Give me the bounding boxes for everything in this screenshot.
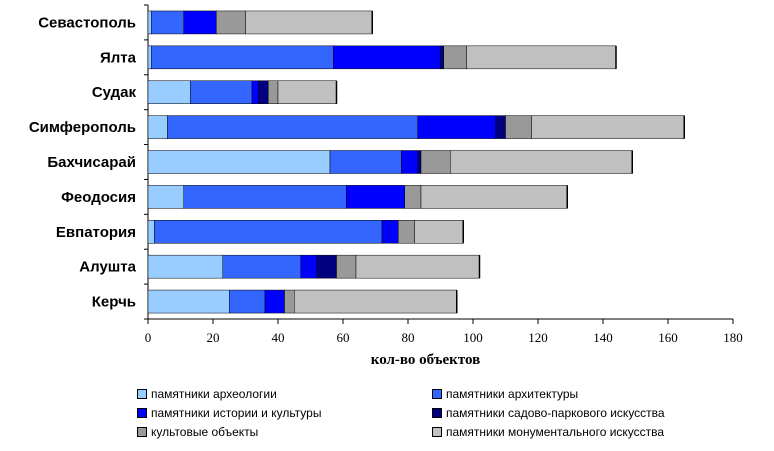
bar-segment: [147, 150, 331, 174]
legend-label: памятники монументального искусства: [446, 425, 665, 439]
x-tick-label: 0: [145, 330, 152, 345]
bar-segment: [355, 254, 480, 279]
category-label: Феодосия: [61, 189, 136, 206]
bar-segment: [190, 80, 253, 104]
bar-segment: [450, 150, 633, 174]
bar-segment: [151, 10, 184, 35]
legend-label: памятники садово-паркового искусства: [446, 406, 665, 420]
bar-segment: [229, 289, 266, 314]
bar-segment: [420, 150, 451, 174]
category-label: Симферополь: [29, 119, 136, 136]
bar-segment: [154, 220, 383, 244]
bar-segment: [147, 220, 155, 244]
x-tick-label: 60: [337, 330, 350, 345]
legend-label: памятники археологии: [151, 387, 277, 401]
bar-segment: [505, 115, 532, 139]
legend-swatch: [432, 427, 442, 437]
bar-segment: [531, 115, 685, 139]
bar-segment: [147, 115, 168, 139]
bar-segment: [147, 80, 191, 104]
category-label: Судак: [92, 84, 137, 101]
x-tick-label: 80: [402, 330, 415, 345]
bar-segment: [245, 10, 373, 35]
bar-segment: [258, 80, 269, 104]
bar-segment: [147, 289, 230, 314]
category-labels: Севастополь Ялта Судак Симферополь Бахчисара…: [29, 14, 137, 310]
bar-segment: [417, 150, 422, 174]
legend-item: культовые объекты: [137, 425, 258, 439]
legend-label: памятники истории и культуры: [151, 406, 322, 420]
x-tick-label: 120: [528, 330, 548, 345]
x-tick-label: 40: [272, 330, 285, 345]
bar-segment: [147, 185, 184, 209]
x-axis-title: кол-во объектов: [371, 352, 480, 368]
legend-item: памятники архитектуры: [432, 387, 578, 401]
bars: [147, 10, 685, 314]
bar-segment: [147, 45, 152, 70]
x-axis: 0 20 40 60 80 100 120 140 160 180: [144, 4, 743, 345]
x-tick-label: 100: [463, 330, 483, 345]
bar-segment: [222, 254, 301, 279]
legend-swatch: [432, 408, 442, 418]
legend-swatch: [137, 408, 147, 418]
bar-segment: [167, 115, 418, 139]
bar-segment: [329, 150, 402, 174]
bar-segment: [183, 185, 347, 209]
category-label: Севастополь: [38, 14, 136, 31]
x-tick-label: 180: [723, 330, 743, 345]
bar-segment: [336, 254, 357, 279]
legend-label: памятники архитектуры: [446, 387, 579, 401]
legend-swatch: [137, 389, 147, 399]
category-label: Керчь: [92, 294, 136, 311]
bar-segment: [381, 220, 399, 244]
bar-segment: [284, 289, 295, 314]
legend-swatch: [432, 389, 442, 399]
x-tick-label: 20: [207, 330, 220, 345]
bar-segment: [316, 254, 337, 279]
bar-segment: [216, 10, 246, 35]
bar-segment: [183, 10, 217, 35]
bar-segment: [333, 45, 441, 70]
bar-segment: [151, 45, 334, 70]
legend-item: памятники монументального искусства: [432, 425, 664, 439]
category-label: Бахчисарай: [47, 154, 136, 171]
category-label: Евпатория: [56, 224, 136, 241]
legend-item: памятники истории и культуры: [137, 406, 321, 420]
bar-segment: [466, 45, 617, 70]
category-label: Алушта: [79, 259, 136, 276]
category-label: Ялта: [100, 49, 137, 66]
bar-segment: [440, 45, 444, 70]
bar-segment: [401, 150, 418, 174]
legend-item: памятники садово-паркового искусства: [432, 406, 665, 420]
legend-item: памятники археологии: [137, 387, 277, 401]
bar-segment: [443, 45, 467, 70]
bar-segment: [264, 289, 285, 314]
bar-segment: [147, 254, 223, 279]
x-tick-label: 140: [593, 330, 613, 345]
bar-segment: [251, 80, 259, 104]
legend-swatch: [137, 427, 147, 437]
bar-segment: [398, 220, 415, 244]
bar-segment: [147, 10, 152, 35]
bar-segment: [294, 289, 457, 314]
x-tick-label: 160: [658, 330, 678, 345]
bar-segment: [300, 254, 318, 279]
bar-segment: [495, 115, 506, 139]
bar-segment: [420, 185, 568, 209]
bar-segment: [414, 220, 464, 244]
bar-segment: [277, 80, 337, 104]
bar-segment: [268, 80, 279, 104]
bar-segment: [404, 185, 422, 209]
bar-segment: [346, 185, 405, 209]
legend-label: культовые объекты: [151, 425, 259, 439]
bar-segment: [417, 115, 496, 139]
